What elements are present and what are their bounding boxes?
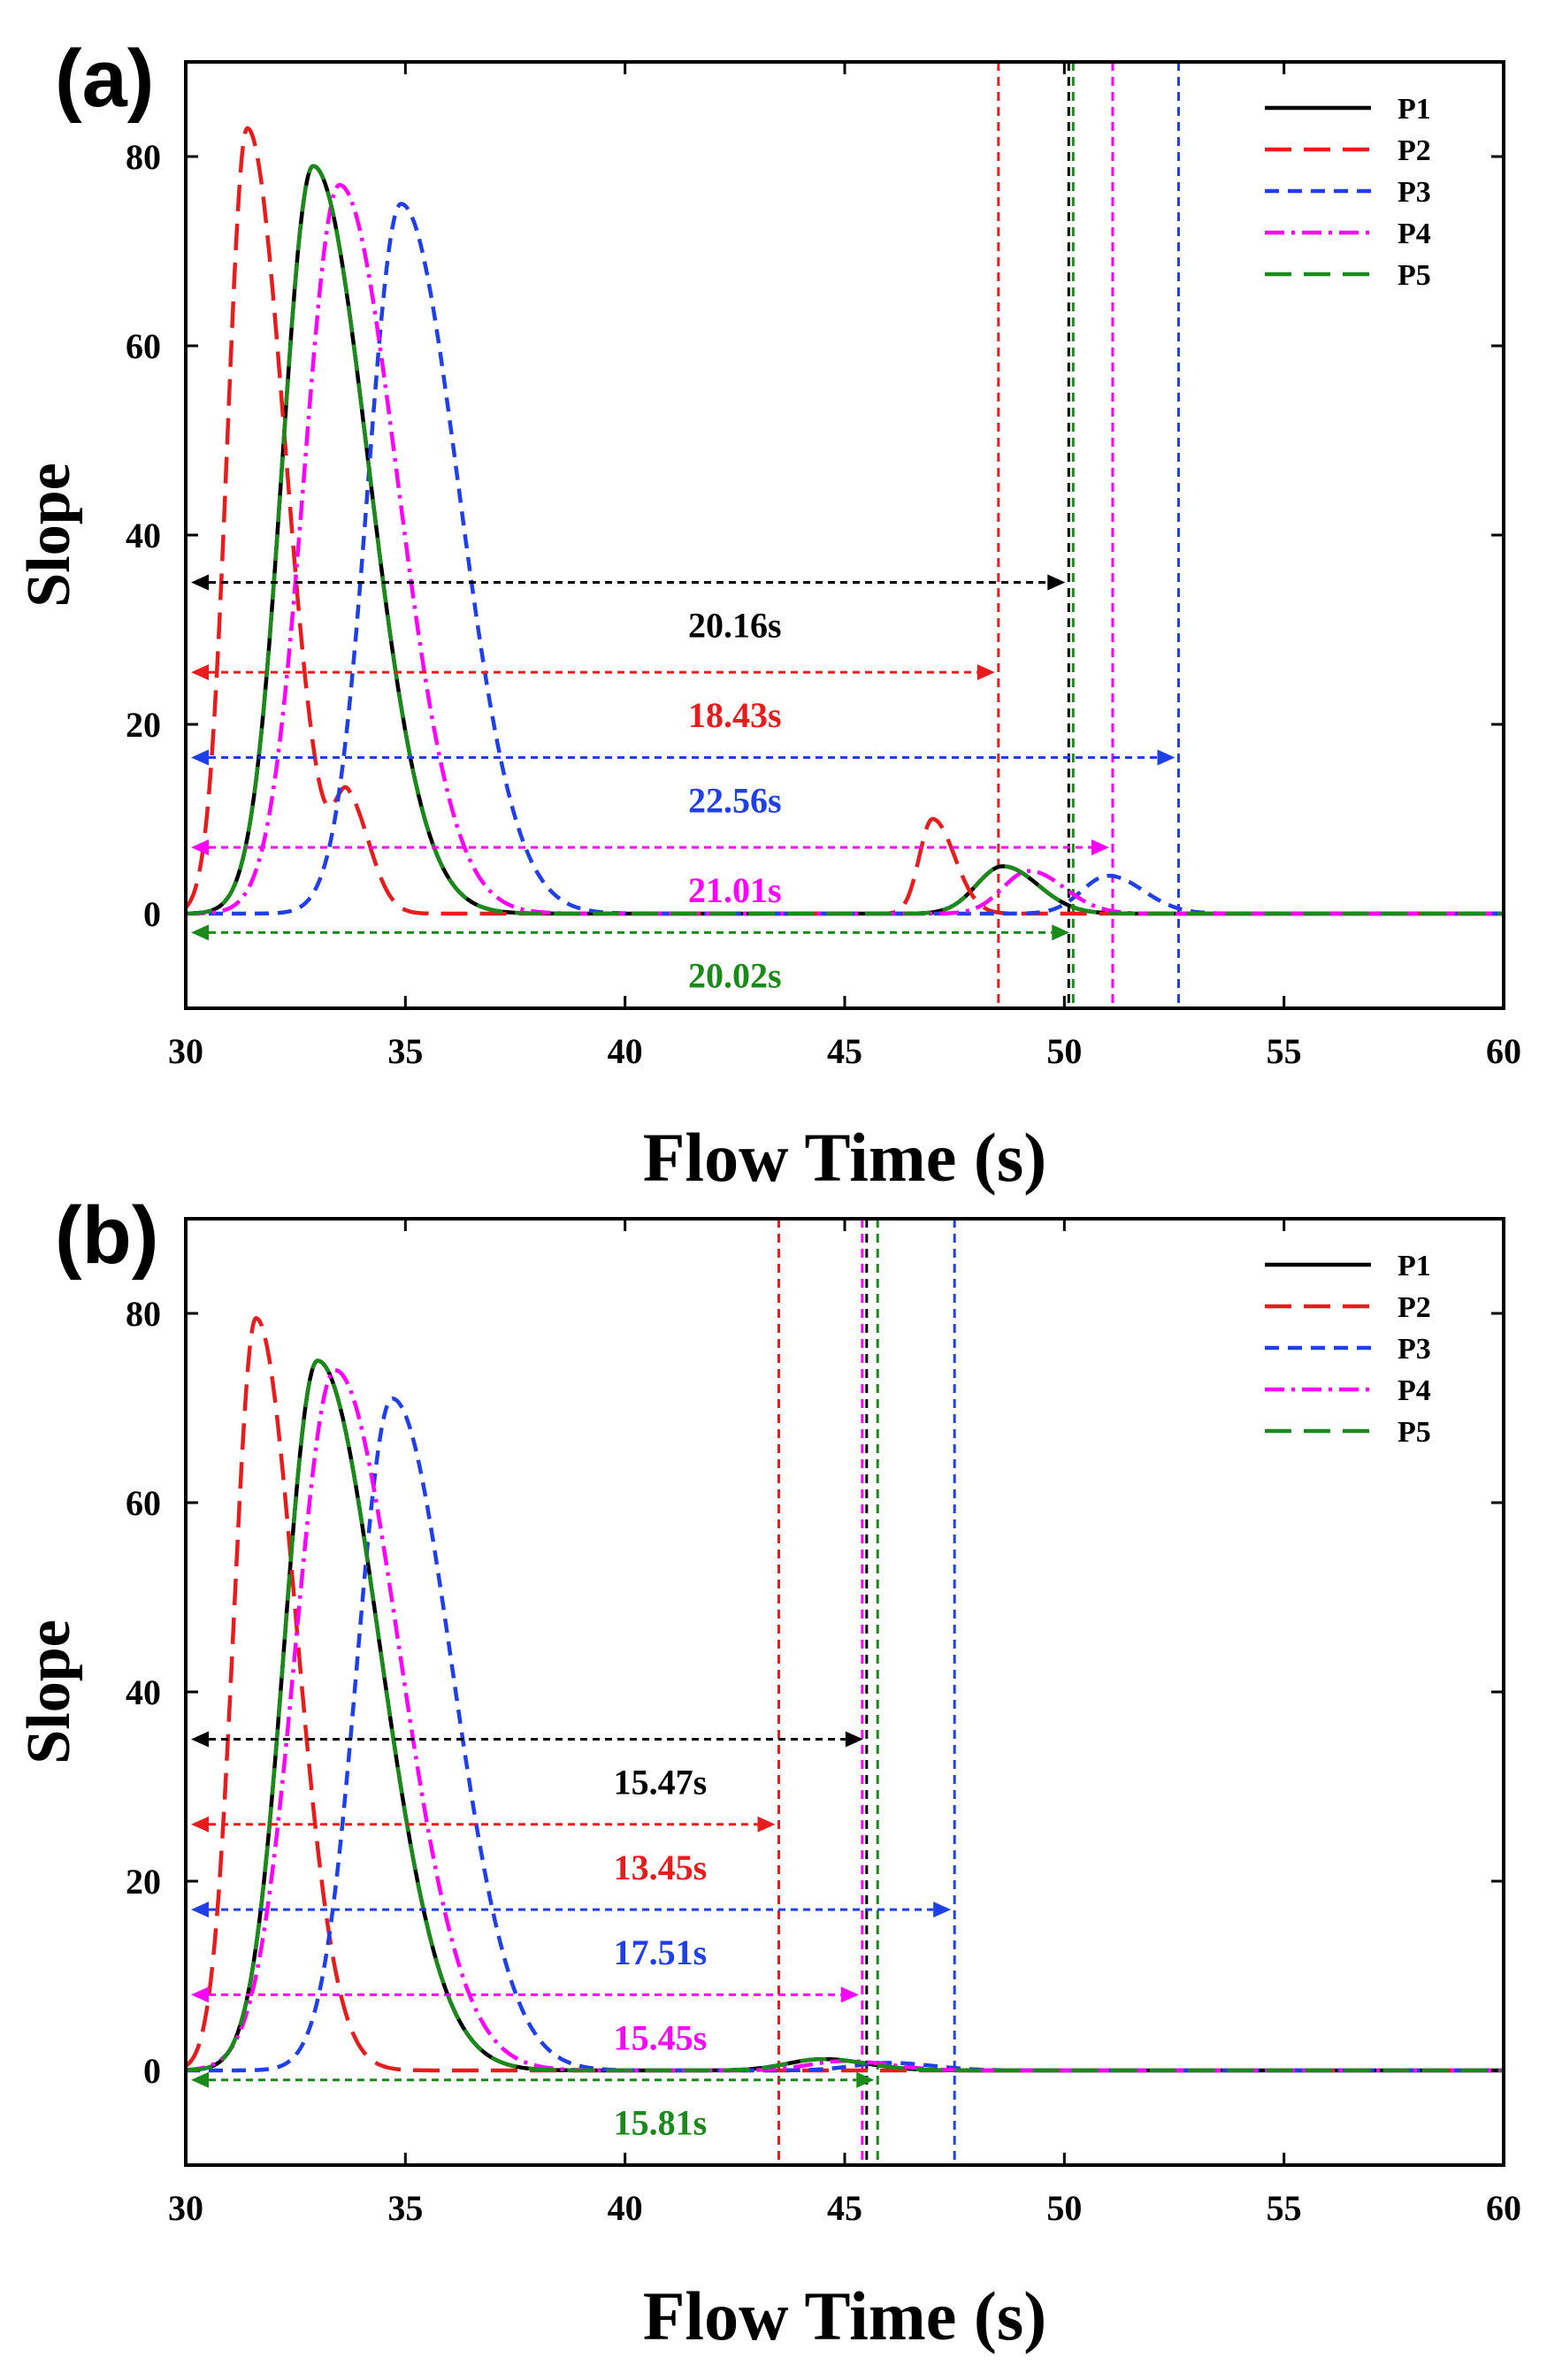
legend-label: P2 xyxy=(1398,134,1431,167)
series-line-p3 xyxy=(186,1397,1504,2073)
x-tick-label: 35 xyxy=(387,2188,423,2228)
interval-arrowhead-left xyxy=(191,839,209,856)
x-tick-label: 45 xyxy=(827,2188,862,2228)
x-axis-title: Flow Time (s) xyxy=(643,1119,1046,1196)
legend-label: P4 xyxy=(1398,1374,1431,1407)
legend-label: P4 xyxy=(1398,218,1431,250)
x-tick-label: 40 xyxy=(608,1031,643,1071)
interval-label: 15.47s xyxy=(614,1763,708,1802)
x-tick-label: 30 xyxy=(168,2188,203,2228)
x-tick-label: 30 xyxy=(168,1031,203,1071)
y-tick-label: 20 xyxy=(126,705,161,745)
x-tick-label: 45 xyxy=(827,1031,862,1071)
interval-arrowhead-left xyxy=(191,924,209,941)
series-line-p5 xyxy=(186,1358,1504,2073)
interval-label: 18.43s xyxy=(688,695,782,735)
series-line-p1 xyxy=(186,1358,1504,2073)
legend-label: P3 xyxy=(1398,1333,1431,1366)
panel-b: (b) 30 35 40 45 50 55 60 0 20 40 60 80 Flow Time (s) S… xyxy=(15,1190,1521,2354)
interval-label: 13.45s xyxy=(614,1848,708,1887)
x-tick-label: 50 xyxy=(1046,1031,1082,1071)
plot-area xyxy=(186,62,1504,1008)
x-tick-label: 50 xyxy=(1046,2188,1082,2228)
y-tick-label: 20 xyxy=(126,1862,161,1902)
interval-label: 15.81s xyxy=(614,2103,708,2143)
panel-label: (a) xyxy=(55,34,154,124)
x-tick-label: 35 xyxy=(387,1031,423,1071)
interval-arrowhead-right xyxy=(1091,839,1109,856)
legend-label: P5 xyxy=(1398,1416,1431,1449)
x-tick-label: 55 xyxy=(1267,1031,1302,1071)
interval-arrowhead-left xyxy=(191,664,209,681)
y-tick-label: 80 xyxy=(126,1294,161,1334)
interval-arrowhead-left xyxy=(191,574,209,591)
panel-label: (b) xyxy=(55,1190,158,1281)
interval-label: 22.56s xyxy=(688,780,782,820)
interval-label: 21.01s xyxy=(688,870,782,910)
y-tick-label: 0 xyxy=(143,894,161,934)
interval-label: 20.02s xyxy=(688,955,782,995)
legend-label: P2 xyxy=(1398,1291,1431,1324)
legend-label: P5 xyxy=(1398,259,1431,292)
series-line-p4 xyxy=(186,1367,1504,2073)
plot-area xyxy=(186,1219,1504,2165)
series-line-p5 xyxy=(186,164,1504,916)
legend-label: P1 xyxy=(1398,1250,1431,1282)
y-tick-label: 0 xyxy=(143,2051,161,2091)
interval-label: 15.45s xyxy=(614,2017,708,2057)
series-line-p1 xyxy=(186,164,1504,916)
interval-arrowhead-right xyxy=(757,1816,776,1833)
interval-arrowhead-right xyxy=(976,664,995,681)
interval-arrowhead-left xyxy=(191,1902,209,1918)
y-axis-title: Slope xyxy=(15,463,83,607)
y-tick-label: 60 xyxy=(126,1483,161,1523)
interval-arrowhead-right xyxy=(840,1986,859,2003)
x-tick-label: 60 xyxy=(1486,1031,1521,1071)
plot-frame xyxy=(184,1217,1505,2167)
interval-arrowhead-left xyxy=(191,1816,209,1833)
interval-arrowhead-right xyxy=(1047,574,1066,591)
x-tick-label: 55 xyxy=(1267,2188,1302,2228)
y-tick-label: 40 xyxy=(126,1672,161,1712)
interval-arrowhead-left xyxy=(191,1731,209,1748)
y-tick-label: 60 xyxy=(126,326,161,366)
x-tick-label: 40 xyxy=(608,2188,643,2228)
series-line-p3 xyxy=(186,202,1504,916)
plot-frame xyxy=(184,60,1505,1010)
y-axis-title: Slope xyxy=(15,1619,83,1764)
interval-arrowhead-right xyxy=(1052,924,1070,941)
legend-label: P3 xyxy=(1398,176,1431,209)
interval-arrowhead-right xyxy=(856,2071,875,2088)
y-tick-label: 80 xyxy=(126,137,161,177)
interval-arrowhead-right xyxy=(1157,749,1176,766)
series-line-p2 xyxy=(186,126,1504,916)
interval-arrowhead-left xyxy=(191,1986,209,2003)
interval-arrowhead-left xyxy=(191,2071,209,2088)
x-axis-title: Flow Time (s) xyxy=(643,2277,1046,2354)
interval-label: 17.51s xyxy=(614,1932,708,1972)
interval-arrowhead-right xyxy=(845,1731,863,1748)
panel-a: (a) 30 35 40 45 50 55 60 0 20 40 60 80 Flow Time (s) S… xyxy=(15,34,1521,1196)
y-tick-label: 40 xyxy=(126,516,161,555)
x-tick-label: 60 xyxy=(1486,2188,1521,2228)
legend-label: P1 xyxy=(1398,93,1431,126)
interval-arrowhead-right xyxy=(933,1902,952,1918)
interval-arrowhead-left xyxy=(191,749,209,766)
interval-label: 20.16s xyxy=(688,606,782,646)
